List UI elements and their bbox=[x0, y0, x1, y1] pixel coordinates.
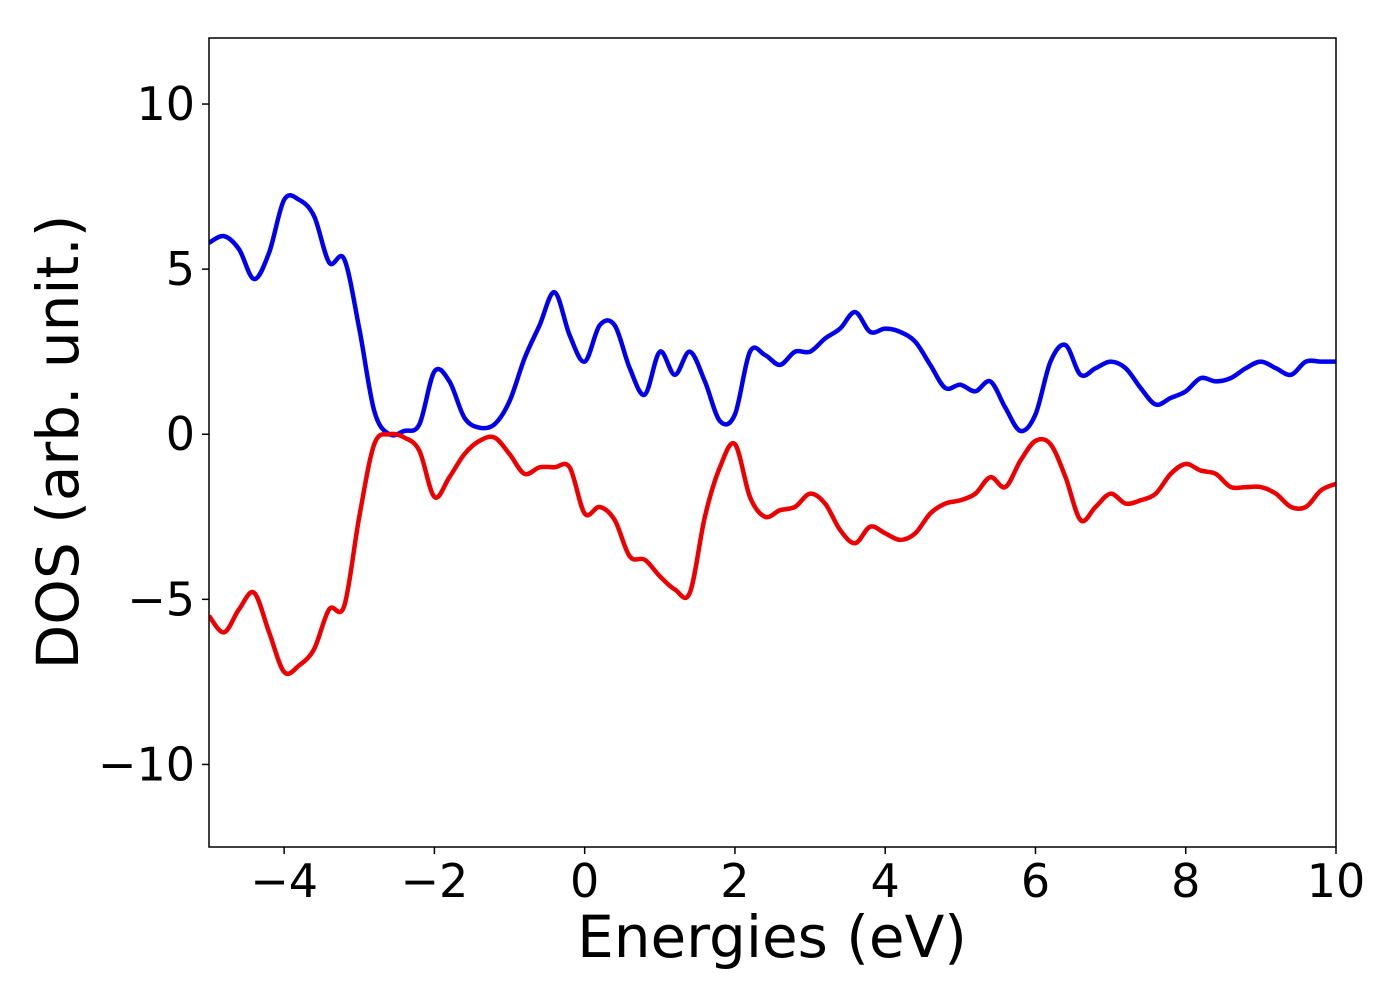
x-tick-label: 0 bbox=[570, 854, 599, 908]
x-tick-label: 10 bbox=[1307, 854, 1366, 908]
y-tick-label: 10 bbox=[136, 77, 195, 131]
series-layer bbox=[209, 192, 1336, 677]
y-axis-ticks: −10 −5 0 5 10 bbox=[98, 77, 209, 791]
y-tick-label: −10 bbox=[98, 737, 195, 791]
x-tick-label: −4 bbox=[250, 854, 318, 908]
x-tick-label: 2 bbox=[720, 854, 749, 908]
y-tick-label: 0 bbox=[166, 407, 195, 461]
x-tick-label: 6 bbox=[1021, 854, 1050, 908]
x-axis-ticks: −4 −2 0 2 4 6 8 10 bbox=[250, 847, 1365, 908]
x-axis-label: Energies (eV) bbox=[577, 903, 967, 971]
x-tick-label: 8 bbox=[1171, 854, 1200, 908]
y-tick-label: −5 bbox=[127, 572, 195, 626]
x-tick-label: 4 bbox=[871, 854, 900, 908]
y-tick-label: 5 bbox=[166, 242, 195, 296]
x-tick-label: −2 bbox=[400, 854, 468, 908]
y-axis-label: DOS (arb. unit.) bbox=[24, 215, 92, 670]
plot-frame bbox=[208, 37, 1337, 848]
series-line-1 bbox=[209, 431, 1336, 677]
